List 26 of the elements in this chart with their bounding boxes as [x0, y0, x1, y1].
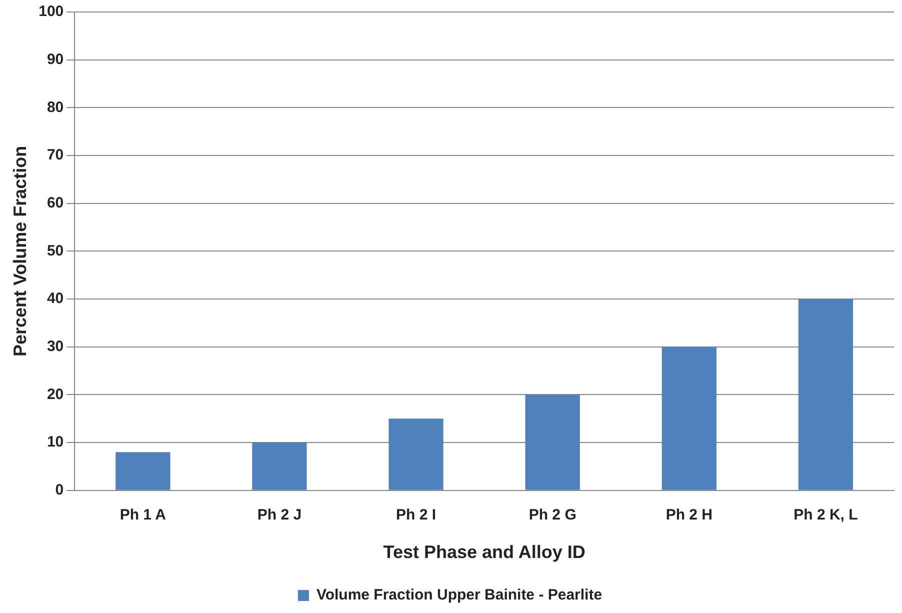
- y-tick-label: 50: [46, 242, 64, 260]
- y-tick-label: 0: [55, 482, 64, 499]
- y-tick-label: 100: [38, 3, 64, 20]
- x-tick-label: Ph 2 G: [528, 506, 576, 524]
- x-tick-label: Ph 2 I: [396, 506, 436, 524]
- x-tick-label: Ph 1 A: [120, 506, 166, 524]
- bar: [525, 394, 580, 490]
- bar: [252, 442, 307, 490]
- y-tick-label: 20: [46, 386, 64, 403]
- x-tick-label: Ph 2 H: [666, 506, 712, 524]
- y-tick-label: 60: [46, 194, 64, 212]
- y-axis-title: Percent Volume Fraction: [10, 146, 30, 357]
- bar: [388, 418, 444, 490]
- y-tick-label: 90: [46, 50, 64, 68]
- y-tick-label: 30: [46, 338, 64, 356]
- bar: [662, 346, 716, 490]
- legend-label: Volume Fraction Upper Bainite - Pearlite: [316, 586, 602, 604]
- y-tick-label: 70: [46, 146, 64, 164]
- y-tick-label: 10: [46, 434, 64, 451]
- x-tick-label: Ph 2 J: [257, 506, 302, 524]
- y-tick-label: 80: [46, 98, 64, 116]
- bar: [798, 299, 854, 490]
- x-tick-label: Ph 2 K, L: [794, 506, 858, 524]
- x-axis-title: Test Phase and Alloy ID: [383, 542, 586, 562]
- bar: [116, 452, 170, 490]
- y-tick-label: 40: [46, 290, 64, 308]
